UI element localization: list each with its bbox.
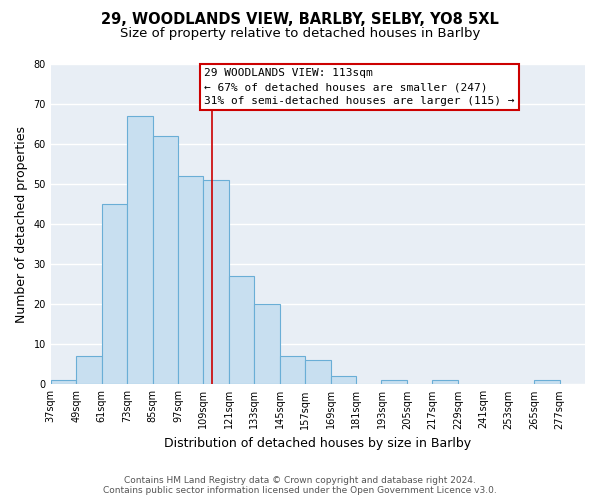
Text: 29, WOODLANDS VIEW, BARLBY, SELBY, YO8 5XL: 29, WOODLANDS VIEW, BARLBY, SELBY, YO8 5… bbox=[101, 12, 499, 28]
Bar bbox=[331, 376, 356, 384]
Text: 29 WOODLANDS VIEW: 113sqm
← 67% of detached houses are smaller (247)
31% of semi: 29 WOODLANDS VIEW: 113sqm ← 67% of detac… bbox=[205, 68, 515, 106]
Bar bbox=[254, 304, 280, 384]
Bar bbox=[152, 136, 178, 384]
Bar bbox=[203, 180, 229, 384]
Bar bbox=[101, 204, 127, 384]
Bar bbox=[76, 356, 101, 384]
Bar bbox=[305, 360, 331, 384]
Bar bbox=[534, 380, 560, 384]
Bar bbox=[229, 276, 254, 384]
Text: Contains HM Land Registry data © Crown copyright and database right 2024.
Contai: Contains HM Land Registry data © Crown c… bbox=[103, 476, 497, 495]
Bar bbox=[127, 116, 152, 384]
Bar bbox=[382, 380, 407, 384]
X-axis label: Distribution of detached houses by size in Barlby: Distribution of detached houses by size … bbox=[164, 437, 472, 450]
Y-axis label: Number of detached properties: Number of detached properties bbox=[15, 126, 28, 322]
Bar bbox=[51, 380, 76, 384]
Text: Size of property relative to detached houses in Barlby: Size of property relative to detached ho… bbox=[120, 28, 480, 40]
Bar bbox=[178, 176, 203, 384]
Bar bbox=[433, 380, 458, 384]
Bar bbox=[280, 356, 305, 384]
